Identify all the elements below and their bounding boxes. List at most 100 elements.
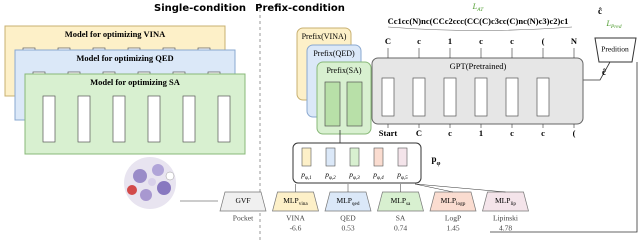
- prefix-vector-label-sub: φ,4: [377, 174, 384, 181]
- layer: [147, 95, 161, 143]
- input-token: 1: [479, 128, 483, 138]
- model-title: Model for optimizing QED: [76, 53, 173, 63]
- layer: [42, 95, 56, 143]
- gpt-cell: [443, 77, 457, 117]
- prefix-vector-label-base: p: [300, 170, 305, 179]
- encoder-label: MLPlip: [495, 196, 516, 207]
- prefix-vectors-label: pφ: [432, 154, 441, 167]
- prefix-vector-label: pφ,5: [396, 170, 408, 181]
- loss-pred-base: L: [605, 19, 611, 28]
- encoder-label-base: MLP: [441, 196, 456, 205]
- input-token: Start: [379, 128, 398, 138]
- prefix-vector-label: pφ,4: [372, 170, 384, 181]
- model-title: Model for optimizing SA: [90, 77, 181, 87]
- prediction-box: [594, 37, 637, 63]
- prefix-vectors-label-base: p: [432, 154, 437, 164]
- gpt-cell: [536, 77, 550, 117]
- input-token: c: [448, 128, 452, 138]
- layer: [217, 95, 231, 143]
- prefix-vector-label-base: p: [348, 170, 353, 179]
- prediction-label: Predition: [601, 45, 629, 54]
- output-token: c: [417, 36, 421, 46]
- output-token: c: [510, 36, 514, 46]
- atom: [148, 178, 156, 186]
- input-token: (: [573, 128, 576, 138]
- prefix-vector-label-sub: φ,5: [401, 175, 408, 181]
- prefix-title: Prefix(VINA): [302, 32, 347, 41]
- model-box: [24, 73, 246, 155]
- condition-value: -6.6: [290, 224, 302, 233]
- prefix-vector-label-base: p: [372, 170, 377, 179]
- prefix-vector: [324, 81, 341, 127]
- gpt-cell: [474, 77, 488, 117]
- gpt-title: GPT(Pretrained): [450, 61, 507, 71]
- gpt-cell: [381, 77, 395, 117]
- output-token: c: [479, 36, 483, 46]
- gpt-cell: [505, 77, 519, 117]
- prefix-vector: [325, 147, 336, 167]
- condition-name: QED: [340, 214, 356, 223]
- encoder-label: MLPvina: [283, 196, 308, 207]
- arrow: [583, 61, 611, 81]
- prefix-vector-label: pφ,1: [300, 170, 312, 181]
- prefix-vector: [346, 81, 363, 127]
- loss-pred-sub: Pred: [610, 24, 622, 30]
- prefix-vector-label-sub: φ,3: [353, 175, 360, 181]
- condition-value: 0.53: [341, 224, 354, 233]
- input-token: c: [541, 128, 545, 138]
- encoder-label: MLPlogp: [441, 196, 466, 207]
- condition-value: 1.45: [446, 224, 459, 233]
- c-true: ĉ: [598, 6, 602, 16]
- loss-at-base: L: [472, 2, 478, 11]
- encoder-label-sub: lip: [510, 201, 516, 207]
- encoder: [482, 191, 529, 212]
- layer: [112, 95, 126, 143]
- atom: [165, 171, 175, 181]
- encoder: [219, 191, 267, 212]
- output-token: C: [385, 36, 391, 46]
- feedback-line: [490, 62, 638, 233]
- prefix-vector-label: pφ,2: [324, 170, 336, 181]
- condition-value: 0.74: [394, 224, 407, 233]
- section-title: Prefix-condition: [255, 3, 345, 14]
- layer: [77, 95, 91, 143]
- encoder-label-base: MLP: [495, 196, 510, 205]
- arrow: [414, 183, 454, 193]
- condition-value: 4.78: [499, 224, 512, 233]
- c-hat: ĉ: [602, 67, 606, 77]
- encoder: [429, 191, 477, 212]
- condition-name: Lipinski: [493, 214, 518, 223]
- atom: [140, 189, 152, 201]
- condition-name: Pocket: [233, 214, 254, 223]
- molecule: [124, 157, 176, 209]
- encoder-label-base: MLP: [391, 196, 406, 205]
- model-title: Model for optimizing VINA: [65, 29, 166, 39]
- prefix-vector: [301, 147, 312, 167]
- brace: [387, 26, 573, 31]
- encoder-label: MLPqed: [336, 196, 359, 207]
- loss-at-sub: AT: [476, 7, 484, 13]
- arrow: [414, 183, 506, 193]
- smiles: Cc1cc(N)nc(CCc2ccc(CC(C)c3cc(C)nc(N)c3)c…: [388, 16, 569, 26]
- prefix-vector: [349, 147, 360, 167]
- prefix-vectors-label-sub: φ: [437, 160, 441, 167]
- loss-pred: LPred: [605, 19, 621, 30]
- condition-name: SA: [396, 214, 406, 223]
- input-token: c: [510, 128, 514, 138]
- gpt-cell: [412, 77, 426, 117]
- condition-name: LogP: [445, 214, 461, 223]
- atom: [157, 181, 171, 195]
- encoder-label-sub: qed: [352, 201, 360, 207]
- atom: [133, 169, 147, 183]
- loss-at: LAT: [472, 2, 485, 13]
- output-token: 1: [448, 36, 452, 46]
- prefix-vector-label: pφ,3: [348, 170, 360, 181]
- prefix-title: Prefix(SA): [326, 66, 361, 75]
- encoder-label: MLPsa: [391, 196, 411, 207]
- encoder: [324, 191, 372, 212]
- output-token: (: [542, 36, 545, 46]
- atom: [127, 185, 137, 195]
- prefix-vector: [397, 147, 408, 167]
- condition-name: VINA: [286, 214, 305, 223]
- output-token: N: [571, 36, 578, 46]
